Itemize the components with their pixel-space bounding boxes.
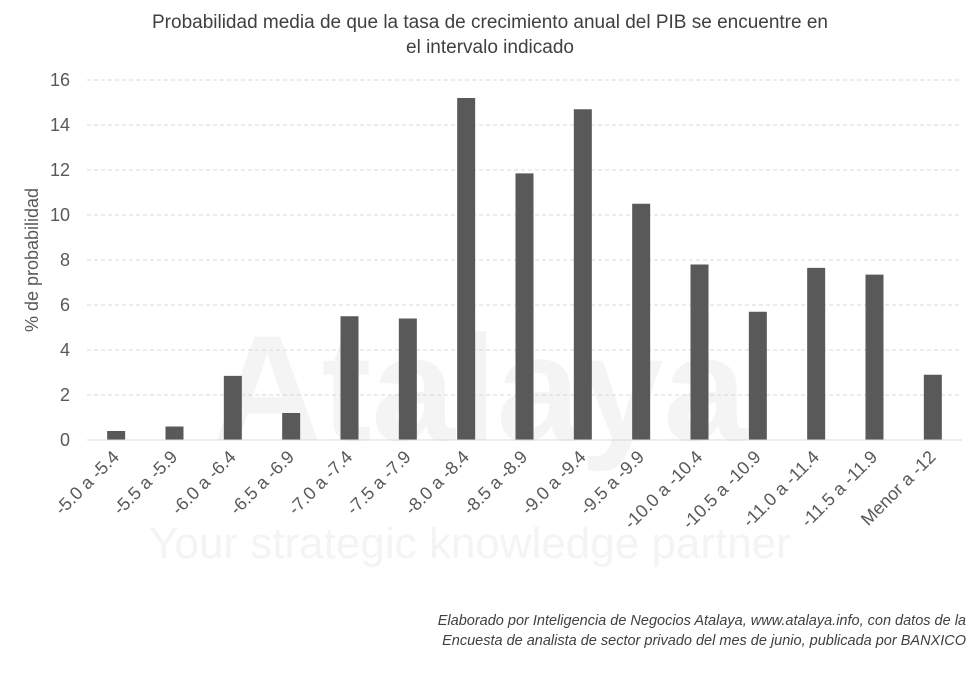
bar	[165, 426, 184, 440]
bar	[398, 318, 417, 440]
y-tick-label: 8	[60, 250, 70, 270]
bar	[457, 98, 476, 440]
bars	[107, 98, 942, 440]
bar	[865, 274, 884, 440]
y-tick-label: 0	[60, 430, 70, 450]
y-tick-label: 4	[60, 340, 70, 360]
bar	[923, 374, 942, 440]
watermark-tagline: Your strategic knowledge partner	[149, 519, 791, 568]
bar	[573, 109, 592, 440]
bar	[223, 375, 242, 440]
source-line-1: Elaborado por Inteligencia de Negocios A…	[437, 613, 966, 629]
bar	[340, 316, 359, 440]
source-note: Elaborado por Inteligencia de Negocios A…	[438, 611, 966, 651]
bar	[807, 267, 826, 440]
y-axis-label: % de probabilidad	[22, 188, 42, 332]
y-tick-label: 16	[50, 70, 70, 90]
chart-title: Probabilidad media de que la tasa de cre…	[60, 10, 920, 60]
y-tick-label: 6	[60, 295, 70, 315]
chart-title-line-1: Probabilidad media de que la tasa de cre…	[152, 12, 828, 33]
bar	[107, 431, 126, 440]
bar	[632, 203, 651, 440]
watermark: Atalaya Your strategic knowledge partner	[149, 304, 791, 568]
y-tick-label: 12	[50, 160, 70, 180]
y-tick-label: 2	[60, 385, 70, 405]
source-line-2: Encuesta de analista de sector privado d…	[442, 633, 966, 649]
bar	[282, 413, 301, 440]
bar	[515, 173, 534, 440]
y-axis-ticks: 0 2 4 6 8 10 12 14 16	[50, 70, 70, 450]
chart-title-line-2: el intervalo indicado	[406, 37, 574, 58]
bar	[748, 311, 767, 440]
bar	[690, 264, 709, 440]
watermark-brand: Atalaya	[213, 304, 748, 472]
y-tick-label: 14	[50, 115, 70, 135]
y-tick-label: 10	[50, 205, 70, 225]
